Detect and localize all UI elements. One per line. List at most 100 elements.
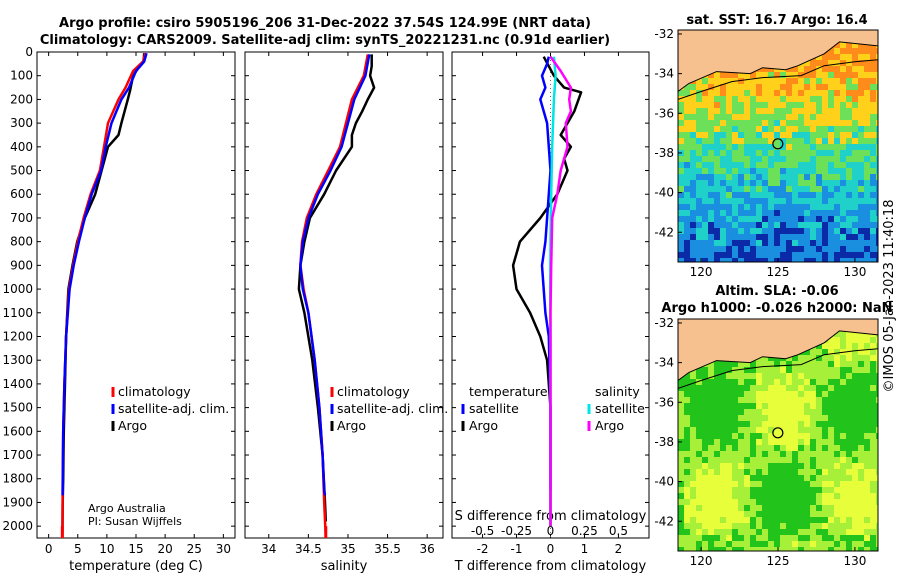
map-cell [846, 234, 852, 240]
map-cell [708, 415, 714, 421]
map-cell [828, 90, 834, 96]
map-cell [786, 547, 792, 551]
map-cell [732, 511, 738, 517]
map-cell [864, 451, 870, 457]
map-cell [768, 523, 774, 529]
credits: Argo Australia PI: Susan Wijffels [88, 502, 182, 528]
map-cell [780, 391, 786, 397]
map-cell [774, 409, 780, 415]
map-cell [822, 258, 828, 262]
map-cell [864, 397, 870, 403]
map-cell [678, 415, 684, 421]
map-cell [738, 397, 744, 403]
map-cell [804, 102, 810, 108]
map-cell [708, 481, 714, 487]
map-cell [792, 355, 798, 361]
map-cell [864, 439, 870, 445]
map-cell [798, 102, 804, 108]
map-cell [852, 439, 858, 445]
map-cell [858, 547, 864, 551]
map-cell [846, 499, 852, 505]
map-cell [792, 102, 798, 108]
map-cell [786, 204, 792, 210]
map-cell [768, 198, 774, 204]
map-cell [762, 463, 768, 469]
map-cell [840, 156, 846, 162]
map-cell [708, 427, 714, 433]
map-cell [870, 535, 876, 541]
map-cell [678, 258, 684, 262]
map-cell [714, 192, 720, 198]
map-cell [696, 186, 702, 192]
map-cell [780, 90, 786, 96]
map-cell [846, 252, 852, 258]
map-cell [684, 547, 690, 551]
map-cell [822, 457, 828, 463]
map-cell [750, 252, 756, 258]
map-cell [708, 451, 714, 457]
map-cell [786, 156, 792, 162]
map-cell [852, 66, 858, 72]
map-cell [750, 499, 756, 505]
map-cell [792, 529, 798, 535]
map-cell [792, 216, 798, 222]
map-cell [690, 421, 696, 427]
map-cell [690, 409, 696, 415]
map-cell [870, 60, 876, 66]
map-cell [798, 397, 804, 403]
map-cell [870, 54, 876, 60]
map-cell [690, 150, 696, 156]
map-cell [804, 168, 810, 174]
map-cell [768, 258, 774, 262]
map-cell [726, 385, 732, 391]
map-cell [750, 541, 756, 547]
map-cell [678, 144, 684, 150]
map-cell [744, 90, 750, 96]
map-cell [786, 511, 792, 517]
map-cell [822, 463, 828, 469]
map-cell [846, 409, 852, 415]
map-cell [702, 505, 708, 511]
map-cell [702, 469, 708, 475]
map-cell [840, 54, 846, 60]
map-cell [846, 186, 852, 192]
map-cell [774, 541, 780, 547]
map-cell [726, 379, 732, 385]
map-cell [828, 349, 834, 355]
map-cell [876, 469, 878, 475]
map-cell [816, 162, 822, 168]
map-cell [726, 547, 732, 551]
map-cell [750, 439, 756, 445]
map-cell [792, 126, 798, 132]
map-cell [696, 433, 702, 439]
map-cell [702, 96, 708, 102]
map-cell [840, 240, 846, 246]
map-cell [732, 391, 738, 397]
map-cell [864, 258, 870, 262]
map-cell [738, 246, 744, 252]
map-cell [828, 78, 834, 84]
map-cell [750, 96, 756, 102]
x-tick-label: 2 [615, 542, 623, 556]
map-cell [708, 258, 714, 262]
map-cell [870, 114, 876, 120]
map-cell [822, 240, 828, 246]
map-cell [750, 493, 756, 499]
map-cell [684, 132, 690, 138]
map-cell [828, 216, 834, 222]
map-cell [828, 162, 834, 168]
map-cell [774, 445, 780, 451]
map-cell [750, 451, 756, 457]
map-cell [774, 499, 780, 505]
map-cell [750, 90, 756, 96]
map-cell [864, 228, 870, 234]
map-cell [786, 144, 792, 150]
map-cell [870, 403, 876, 409]
map-cell [768, 409, 774, 415]
map-cell [822, 379, 828, 385]
map-cell [684, 198, 690, 204]
map-cell [840, 355, 846, 361]
map-cell [774, 216, 780, 222]
map-cell [846, 48, 852, 54]
map-cell [738, 144, 744, 150]
